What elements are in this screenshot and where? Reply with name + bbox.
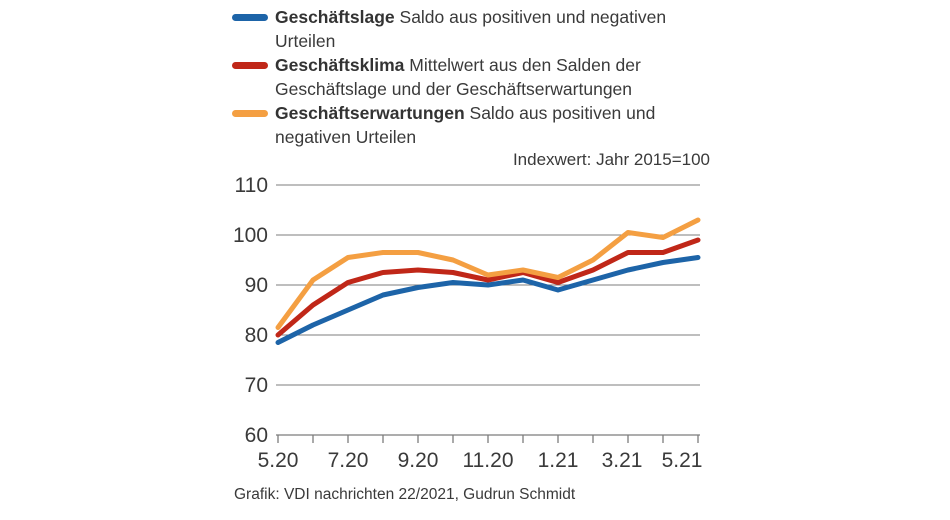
- source-credit: Grafik: VDI nachrichten 22/2021, Gudrun …: [234, 486, 576, 503]
- y-axis-label: 70: [245, 374, 268, 397]
- x-axis-label: 11.20: [463, 449, 514, 472]
- x-axis-label: 5.21: [662, 449, 703, 472]
- x-axis-label: 1.21: [538, 449, 579, 472]
- legend-label-geschaeftsklima: Geschäftsklima Mittelwert aus den Salden…: [275, 53, 675, 101]
- x-axis-label: 9.20: [398, 449, 439, 472]
- legend-item-geschaeftslage: Geschäftslage Saldo aus positiven und ne…: [232, 5, 682, 53]
- geschaeftsklima-line-swatch-icon: [232, 62, 268, 69]
- y-axis-label: 90: [245, 274, 268, 297]
- legend-term: Geschäftserwartungen: [275, 103, 465, 123]
- series-line-geschäftslage: [275, 255, 701, 345]
- x-axis-label: 7.20: [328, 449, 369, 472]
- legend-term: Geschäftsklima: [275, 55, 405, 75]
- legend: Geschäftslage Saldo aus positiven und ne…: [232, 5, 682, 149]
- geschaeftslage-line-swatch-icon: [232, 14, 268, 21]
- y-axis-label: 80: [245, 324, 268, 347]
- y-axis-label: 60: [245, 424, 268, 447]
- legend-item-geschaeftsklima: Geschäftsklima Mittelwert aus den Salden…: [232, 53, 682, 101]
- series-line-geschäftsklima: [275, 237, 701, 338]
- legend-item-geschaeftserwartungen: Geschäftserwartungen Saldo aus positiven…: [232, 101, 682, 149]
- x-axis-label: 3.21: [602, 449, 643, 472]
- legend-term: Geschäftslage: [275, 7, 395, 27]
- legend-label-geschaeftslage: Geschäftslage Saldo aus positiven und ne…: [275, 5, 675, 53]
- legend-desc: Mittelwert aus den Salden der Geschäftsl…: [275, 55, 641, 99]
- legend-desc: Saldo aus positiven und negativen Urteil…: [275, 103, 656, 147]
- series-line-geschäftserwartungen: [275, 217, 701, 330]
- x-axis-label: 5.20: [258, 449, 299, 472]
- y-axis-label: 100: [233, 224, 268, 247]
- index-note: Indexwert: Jahr 2015=100: [512, 150, 710, 169]
- legend-label-geschaeftserwartungen: Geschäftserwartungen Saldo aus positiven…: [275, 101, 675, 149]
- geschaeftserwartungen-line-swatch-icon: [232, 110, 268, 117]
- legend-desc: Saldo aus positiven und negativen Urteil…: [275, 7, 667, 51]
- y-axis-label: 110: [235, 174, 268, 197]
